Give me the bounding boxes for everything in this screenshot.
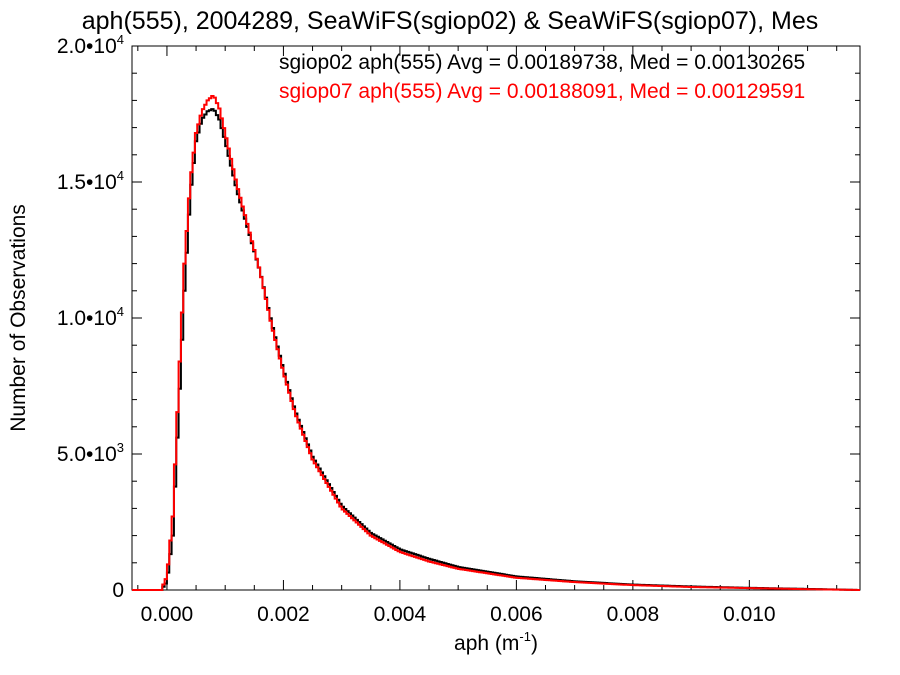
- y-tick-label: 0: [112, 579, 124, 602]
- x-tick-label: 0.002: [257, 603, 310, 626]
- x-axis-label-text: aph (m: [454, 632, 519, 655]
- x-axis-label-sup: -1: [519, 629, 531, 644]
- x-tick-label: 0.008: [607, 603, 660, 626]
- series-line-sgiop07: [132, 95, 860, 591]
- x-tick-label: 0.004: [374, 603, 427, 626]
- plot-frame: [131, 45, 861, 591]
- x-tick-label: 0.010: [723, 603, 776, 626]
- legend-entry-sgiop02: sgiop02 aph(555) Avg = 0.00189738, Med =…: [279, 51, 805, 74]
- y-tick-label: 1.5•104: [57, 168, 124, 194]
- x-tick-label: 0.000: [141, 603, 194, 626]
- series-line-sgiop02: [132, 108, 860, 591]
- x-axis-label-close: ): [531, 632, 538, 655]
- legend: sgiop02 aph(555) Avg = 0.00189738, Med =…: [279, 51, 805, 103]
- legend-entry-sgiop07: sgiop07 aph(555) Avg = 0.00188091, Med =…: [279, 80, 805, 103]
- x-axis-label: aph (m-1): [454, 629, 538, 655]
- chart-title: aph(555), 2004289, SeaWiFS(sgiop02) & Se…: [82, 7, 818, 35]
- y-tick-label: 2.0•104: [57, 32, 124, 58]
- x-tick-label: 0.006: [490, 603, 543, 626]
- y-axis-label: Number of Observations: [7, 204, 30, 432]
- y-tick-label: 1.0•104: [57, 304, 124, 330]
- y-tick-label: 5.0•103: [57, 440, 124, 466]
- plot-area: 0.000 0.002 0.004 0.006 0.008 0.010 0 5.0•103 1.…: [57, 32, 861, 626]
